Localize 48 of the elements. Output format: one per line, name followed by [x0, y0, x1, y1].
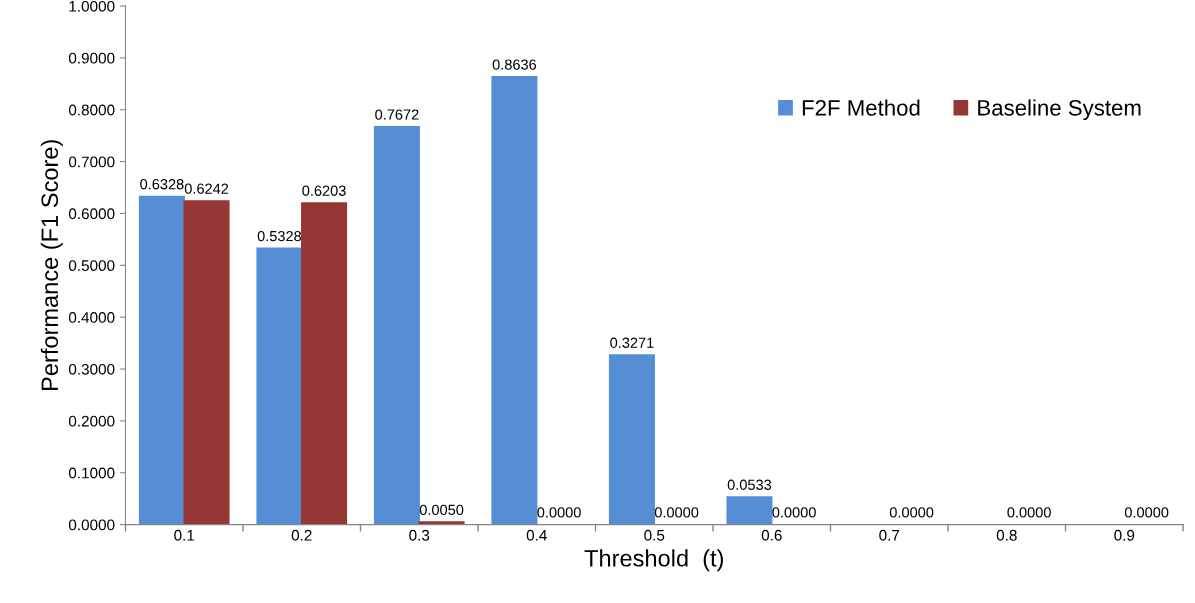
- bar: [301, 202, 348, 525]
- y-tick-label: 1.0000: [69, 0, 115, 12]
- x-tick-label: 0.1: [174, 529, 195, 541]
- bar: [373, 126, 420, 525]
- x-tick-label: 0.9: [1114, 529, 1135, 541]
- bar: [183, 200, 230, 525]
- data-label: 0.6328: [140, 179, 184, 190]
- x-axis-title: Threshold (t): [584, 549, 723, 572]
- x-tick-label: 0.7: [879, 529, 900, 541]
- legend-label: Baseline System: [978, 99, 1141, 121]
- y-tick-label: 0.1000: [68, 467, 115, 479]
- y-tick-label: 0.2000: [68, 415, 115, 427]
- x-tick-label: 0.5: [644, 529, 665, 541]
- data-label: 0.0000: [654, 507, 699, 518]
- data-label: 0.0050: [419, 504, 464, 515]
- data-label: 0.5328: [257, 230, 302, 242]
- bar: [138, 195, 185, 525]
- legend-label: F2F Method: [802, 99, 920, 116]
- y-tick-label: 0.5000: [68, 260, 115, 272]
- data-label: 0.0000: [772, 507, 816, 518]
- y-tick-label: 0.9000: [68, 52, 115, 64]
- bar: [418, 521, 465, 525]
- bar: [726, 496, 773, 525]
- data-label: 0.0533: [727, 479, 772, 490]
- x-tick-label: 0.3: [409, 529, 430, 541]
- y-tick-label: 0.7000: [68, 156, 115, 168]
- x-tick-label: 0.4: [526, 529, 547, 541]
- data-label: 0.3271: [610, 337, 654, 348]
- y-tick-label: 0.3000: [68, 363, 115, 375]
- data-label: 0.7672: [375, 109, 419, 120]
- data-label: 0.8636: [492, 59, 537, 70]
- data-label: 0.6242: [184, 183, 229, 194]
- data-label: 0.0000: [889, 507, 934, 518]
- y-tick-label: 0.6000: [68, 208, 115, 220]
- data-label: 0.6203: [302, 185, 346, 196]
- x-tick-label: 0.2: [291, 529, 312, 541]
- data-label: 0.0000: [1124, 507, 1169, 518]
- x-tick-label: 0.8: [996, 529, 1017, 541]
- y-tick-label: 0.0000: [68, 519, 115, 531]
- bar: [256, 247, 303, 525]
- x-tick-label: 0.6: [761, 529, 782, 541]
- y-axis-title: Performance (F1 Score): [40, 140, 63, 390]
- bar: [608, 354, 655, 525]
- y-tick-label: 0.8000: [68, 104, 115, 116]
- y-tick-label: 0.4000: [68, 312, 115, 323]
- bar: [491, 76, 538, 525]
- data-label: 0.0000: [1007, 507, 1051, 518]
- data-label: 0.0000: [537, 507, 581, 518]
